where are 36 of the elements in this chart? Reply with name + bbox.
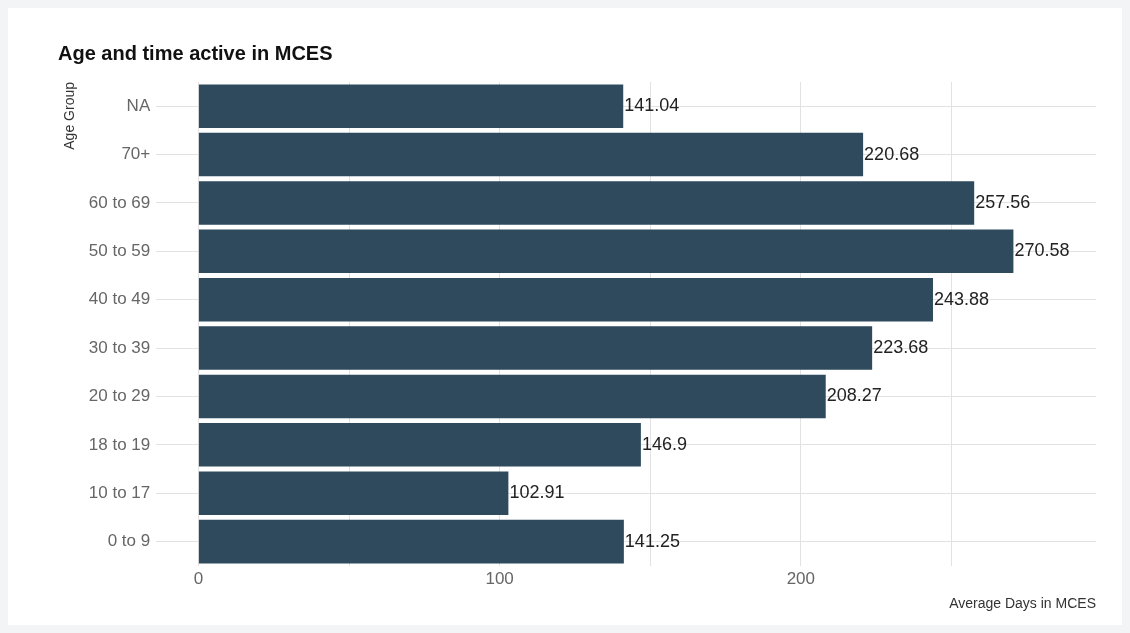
data-label: 141.04: [624, 95, 680, 116]
bar: [198, 132, 864, 177]
data-label: 223.68: [873, 337, 929, 358]
chart-title: Age and time active in MCES: [58, 41, 333, 64]
x-tick-label: 100: [485, 568, 514, 588]
y-tick-label: 10 to 17: [88, 482, 151, 502]
data-label: 270.58: [1014, 240, 1070, 261]
bar: [198, 326, 873, 370]
x-tick-label: 200: [786, 568, 816, 588]
data-label: 257.56: [975, 191, 1031, 212]
y-tick-label: 18 to 19: [88, 434, 151, 454]
bar: [198, 423, 641, 467]
y-tick-label: 50 to 59: [88, 241, 151, 261]
y-tick-label: 40 to 49: [88, 289, 151, 309]
x-axis-title: Average Days in MCES: [949, 595, 1096, 612]
y-tick-label: 30 to 39: [88, 337, 151, 357]
bar: [198, 84, 624, 128]
bar: [198, 471, 509, 515]
bar: [198, 229, 1014, 274]
data-label: 102.91: [509, 482, 565, 503]
y-tick-label: 70+: [121, 144, 151, 164]
y-tick-label: NA: [126, 95, 151, 115]
y-tick-label: 0 to 9: [107, 531, 151, 551]
y-tick-label: 20 to 29: [88, 386, 151, 406]
data-label: 208.27: [826, 385, 882, 406]
x-tick-label: 0: [193, 568, 204, 588]
y-axis-title: Age Group: [61, 81, 78, 150]
data-label: 220.68: [864, 143, 920, 164]
data-label: 141.25: [624, 530, 680, 551]
bar: [198, 181, 975, 225]
bar: [198, 374, 826, 419]
data-label: 243.88: [933, 288, 990, 309]
y-tick-label: 60 to 69: [88, 192, 151, 212]
bar: [198, 519, 624, 564]
data-label: 146.9: [641, 433, 687, 454]
bar: [198, 277, 933, 322]
